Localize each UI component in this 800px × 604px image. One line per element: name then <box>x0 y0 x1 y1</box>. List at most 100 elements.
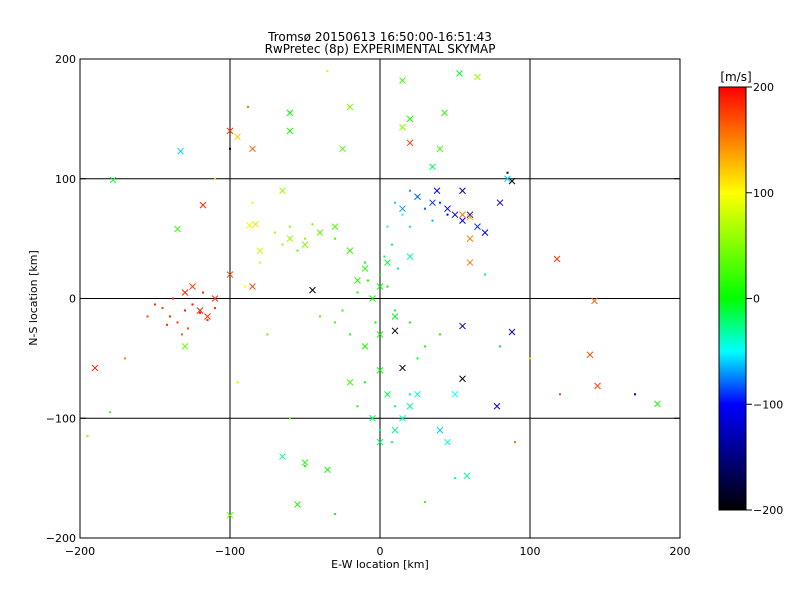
x-marker-point <box>279 187 286 195</box>
dot-marker-point <box>304 465 306 468</box>
grid-lines <box>80 59 680 538</box>
dot-marker-point <box>394 405 396 408</box>
axis-ticks: −200 −100 0 100 200 −200 −100 0 100 200 <box>46 53 691 558</box>
dot-marker-point <box>416 357 419 360</box>
dot-marker-point <box>391 243 393 246</box>
x-marker-point <box>189 283 196 290</box>
dot-marker-point <box>202 291 204 294</box>
dot-marker-point <box>386 285 389 288</box>
x-marker-point <box>406 139 414 147</box>
dot-marker-point <box>289 225 291 228</box>
dot-marker-point <box>394 309 396 312</box>
dot-marker-point <box>374 321 377 324</box>
dot-marker-point <box>367 279 369 282</box>
x-marker-point <box>339 145 346 153</box>
dot-marker-point <box>439 333 441 336</box>
x-marker-point <box>204 313 211 320</box>
x-marker-point <box>466 259 474 266</box>
x-marker-point <box>474 223 481 231</box>
dot-marker-point <box>247 105 249 108</box>
dot-marker-point <box>311 223 314 226</box>
x-marker-point <box>346 103 354 111</box>
x-marker-point <box>301 241 309 248</box>
dot-marker-point <box>349 333 351 336</box>
x-marker-point <box>346 247 354 254</box>
y-tick-label: 200 <box>55 53 76 66</box>
x-marker-point <box>504 175 511 183</box>
dot-marker-point <box>169 315 171 318</box>
x-marker-point <box>459 322 466 330</box>
x-marker-point <box>466 213 474 221</box>
dot-marker-point <box>364 261 366 264</box>
dot-marker-point <box>191 303 194 306</box>
dot-marker-point <box>289 417 291 420</box>
x-marker-point <box>493 402 501 410</box>
dot-marker-point <box>409 225 411 228</box>
x-marker-point <box>181 343 189 350</box>
chart-subtitle: RwPretec (8p) EXPERIMENTAL SKYMAP <box>265 42 496 56</box>
dot-marker-point <box>634 393 636 396</box>
x-marker-point <box>196 307 204 314</box>
dot-marker-point <box>296 249 299 252</box>
x-marker-point <box>586 351 594 359</box>
dot-marker-point <box>146 315 149 318</box>
x-marker-point <box>594 382 601 390</box>
x-marker-point <box>459 375 466 383</box>
x-marker-point <box>369 414 376 422</box>
x-marker-point <box>553 255 561 263</box>
x-marker-point <box>246 222 253 229</box>
dot-marker-point <box>161 307 164 310</box>
x-marker-point <box>301 459 309 466</box>
x-marker-point <box>234 133 241 141</box>
dot-marker-point <box>424 345 426 348</box>
dot-marker-point <box>187 327 189 330</box>
dot-marker-point <box>424 207 426 210</box>
dot-marker-point <box>172 297 174 300</box>
x-tick-label: −200 <box>65 545 95 558</box>
dot-marker-point <box>409 393 411 396</box>
x-marker-point <box>436 426 444 434</box>
x-tick-label: 0 <box>377 545 384 558</box>
dot-marker-point <box>214 307 216 310</box>
x-marker-point <box>286 109 294 117</box>
x-marker-point <box>451 211 459 219</box>
colorbar-tick-label: 200 <box>753 81 774 94</box>
dot-marker-point <box>383 255 386 258</box>
colorbar-ticks: 200 100 0 −100 −200 <box>746 81 783 517</box>
dot-marker-point <box>431 219 434 222</box>
dot-marker-point <box>199 311 201 314</box>
x-marker-point <box>399 123 406 131</box>
x-marker-point <box>463 472 471 480</box>
x-marker-point <box>286 127 294 135</box>
dot-marker-point <box>454 477 456 480</box>
dot-marker-point <box>529 357 531 360</box>
dot-marker-point <box>499 345 501 348</box>
dot-marker-point <box>386 225 389 228</box>
colorbar-label: [m/s] <box>720 70 751 84</box>
x-marker-point <box>399 205 406 213</box>
data-points <box>86 69 661 519</box>
x-marker-point <box>249 145 256 153</box>
dot-marker-point <box>176 321 179 324</box>
x-marker-point <box>429 163 436 171</box>
dot-marker-point <box>236 381 239 384</box>
dot-marker-point <box>409 321 411 324</box>
dot-marker-point <box>379 273 381 276</box>
dot-marker-point <box>356 405 359 408</box>
dot-marker-point <box>397 267 399 270</box>
x-marker-point <box>226 127 234 135</box>
dot-marker-point <box>166 323 168 326</box>
dot-marker-point <box>334 513 336 516</box>
y-axis-label: N-S location [km] <box>27 250 40 346</box>
x-marker-point <box>331 223 339 231</box>
dot-marker-point <box>364 381 366 384</box>
colorbar-tick-label: 0 <box>753 293 760 306</box>
dot-marker-point <box>484 273 486 276</box>
colorbar <box>718 86 747 511</box>
colorbar-tick-label: 100 <box>753 187 774 200</box>
x-marker-point <box>433 187 441 195</box>
dot-marker-point <box>424 501 426 504</box>
x-marker-point <box>466 211 474 219</box>
